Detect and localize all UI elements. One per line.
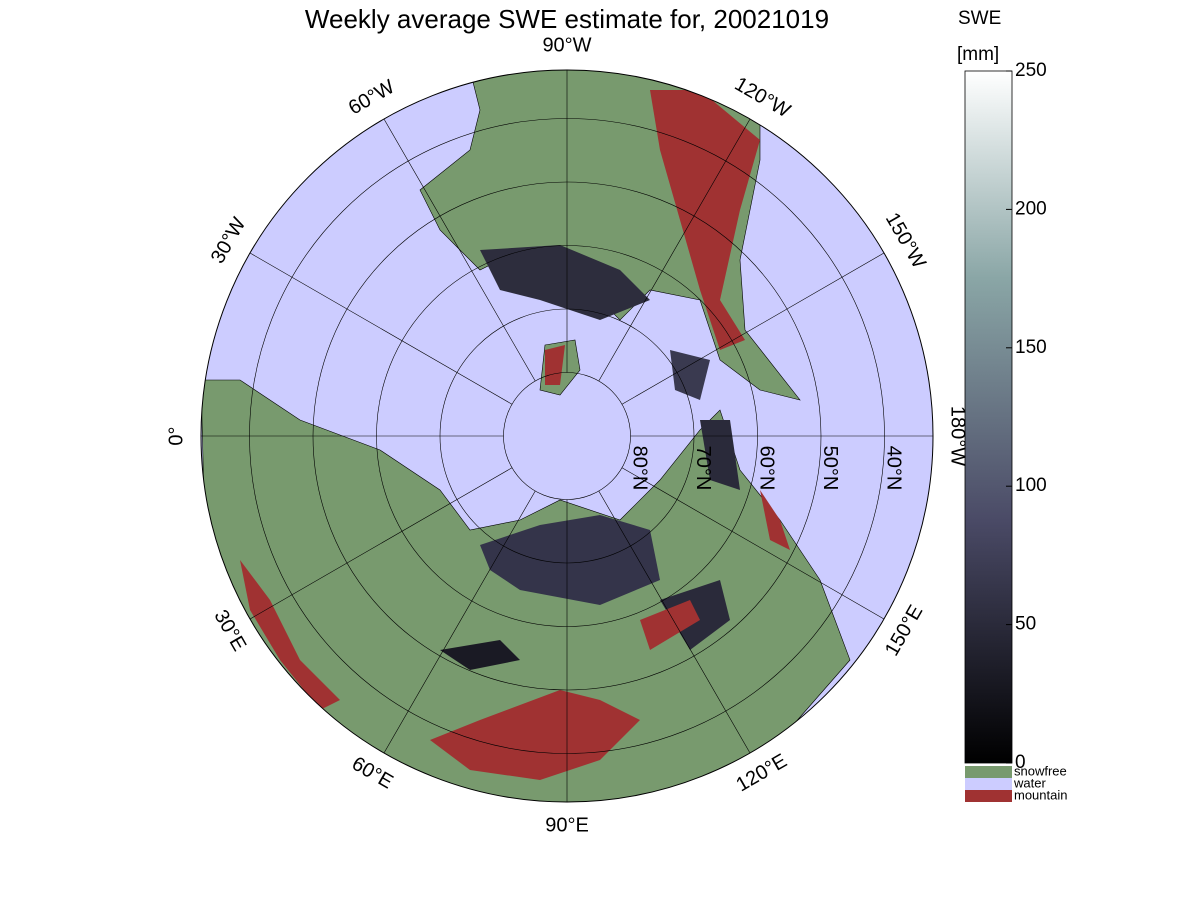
colorbar-tick-label: 0 (1015, 752, 1026, 773)
meridian-label: 30°W (207, 214, 251, 268)
meridian (621, 252, 885, 405)
colorbar-label: SWE (958, 8, 1001, 29)
legend-swatch (965, 790, 1012, 802)
parallel-label: 50°N (819, 446, 841, 491)
meridian-label: 60°E (348, 753, 397, 794)
legend-swatch (965, 778, 1012, 790)
colorbar-tick-label: 50 (1015, 614, 1036, 635)
meridian-label: 90°W (542, 34, 591, 56)
meridian (249, 252, 513, 405)
legend-label: snowfree (1014, 763, 1067, 778)
meridian-label: 180°W (947, 406, 969, 466)
snow (440, 640, 520, 670)
snow (700, 420, 740, 490)
colorbar-unit: [mm] (957, 44, 999, 65)
meridian (249, 467, 513, 620)
meridian-label: 90°E (545, 814, 589, 836)
legend-label: mountain (1014, 787, 1067, 802)
meridian (621, 467, 885, 620)
mountain (240, 560, 340, 710)
mountain (430, 690, 640, 780)
snow (480, 515, 660, 605)
meridian-label: 0° (165, 426, 187, 445)
mountain (640, 600, 700, 650)
map-border (200, 69, 934, 803)
parallel-label: 60°N (756, 446, 778, 491)
parallel-label: 40°N (883, 446, 905, 491)
parallel-label: 70°N (692, 446, 714, 491)
parallel-label: 80°N (629, 446, 651, 491)
meridian-label: 60°W (345, 76, 399, 120)
meridian (383, 118, 536, 382)
legend-label: water (1013, 775, 1046, 790)
snow (670, 350, 710, 400)
map (201, 70, 933, 802)
colorbar-tick-label: 100 (1015, 475, 1047, 496)
colorbar-tick-label: 200 (1015, 198, 1047, 219)
colorbar-tick-label: 250 (1015, 60, 1047, 81)
mountain (650, 90, 760, 350)
title: Weekly average SWE estimate for, 2002101… (305, 4, 829, 34)
colorbar-tick-label: 150 (1015, 337, 1047, 358)
colorbar (964, 70, 1013, 764)
meridian (383, 490, 536, 754)
meridian (598, 118, 751, 382)
mountain (545, 345, 565, 385)
meridian-label: 30°E (209, 606, 250, 655)
mountain (760, 490, 790, 550)
snow (480, 245, 650, 320)
meridian (598, 490, 751, 754)
legend-swatch (965, 766, 1012, 778)
